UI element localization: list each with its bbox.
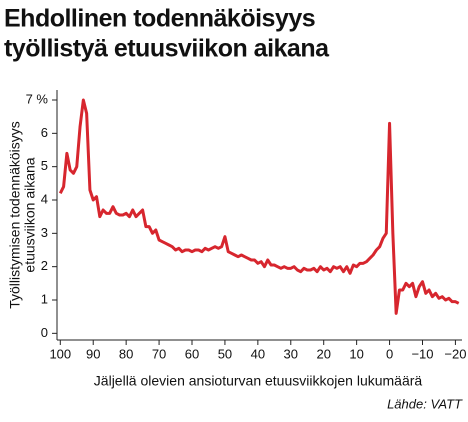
x-tick-label: 40 — [251, 346, 265, 361]
x-tick-label: 0 — [386, 346, 393, 361]
y-tick-label: 1 — [41, 291, 48, 306]
x-tick-label: 70 — [152, 346, 166, 361]
chart-title: Ehdollinen todennäköisyys — [4, 5, 315, 33]
y-tick-label: 5 — [41, 158, 48, 173]
y-tick-label: 3 — [41, 225, 48, 240]
x-tick-label: 80 — [119, 346, 133, 361]
y-tick-label: 4 — [41, 191, 48, 206]
x-tick-label: 50 — [218, 346, 232, 361]
x-tick-label: 10 — [349, 346, 363, 361]
y-axis-label: etuusviikon aikana — [22, 157, 38, 272]
x-tick-label: 30 — [284, 346, 298, 361]
x-tick-label: 100 — [49, 346, 71, 361]
x-tick-label: 60 — [185, 346, 199, 361]
x-tick-label: 90 — [86, 346, 100, 361]
x-tick-label: −10 — [411, 346, 433, 361]
y-tick-label: 7 % — [26, 91, 49, 106]
chart-title: työllistyä etuusviikon aikana — [4, 35, 330, 63]
x-tick-label: −20 — [444, 346, 466, 361]
x-tick-label: 20 — [316, 346, 330, 361]
y-tick-label: 2 — [41, 258, 48, 273]
y-tick-label: 0 — [41, 325, 48, 340]
y-axis-label: Työllistymisen todennäköisyys — [7, 121, 23, 309]
data-line — [58, 98, 460, 315]
x-axis-label: Jäljellä olevien ansioturvan etuusviikko… — [94, 373, 423, 389]
source: Lähde: VATT — [387, 396, 463, 411]
y-tick-label: 6 — [41, 125, 48, 140]
